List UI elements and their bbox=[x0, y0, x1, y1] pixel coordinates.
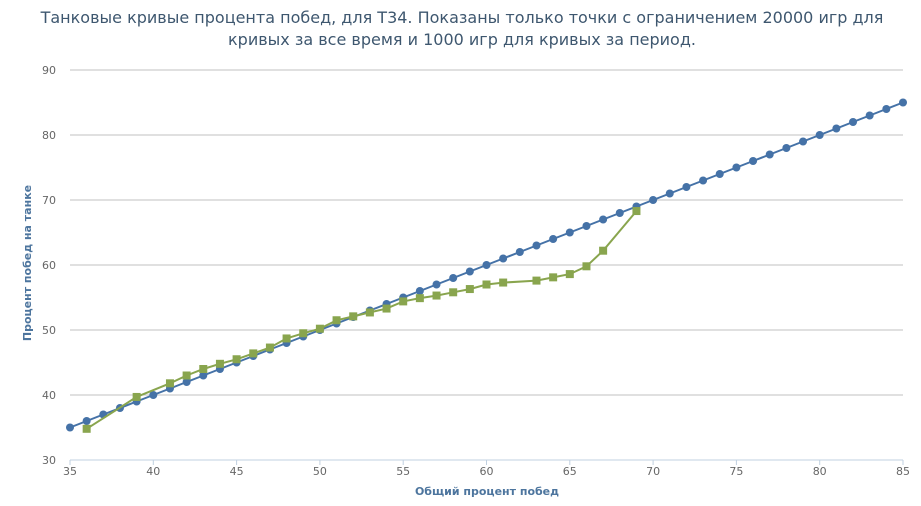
y-axis-title: Процент побед на танке bbox=[21, 185, 34, 341]
series-1-point-30 bbox=[565, 228, 574, 237]
series-1-point-26 bbox=[499, 254, 508, 263]
series-1-point-47 bbox=[849, 118, 858, 126]
series-2-point-15 bbox=[382, 304, 391, 313]
x-tick-label-70: 70 bbox=[646, 465, 660, 478]
series-2-point-27 bbox=[599, 246, 608, 255]
x-tick-label-55: 55 bbox=[396, 465, 410, 478]
series-2-point-22 bbox=[499, 278, 508, 287]
y-tick-label-60: 60 bbox=[42, 259, 56, 272]
series-2-point-18 bbox=[432, 291, 441, 300]
series-1-point-25 bbox=[482, 261, 491, 269]
series-1-point-46 bbox=[832, 124, 841, 133]
series-1-point-48 bbox=[865, 111, 874, 120]
y-tick-label-80: 80 bbox=[42, 129, 56, 142]
series-1-point-50 bbox=[899, 98, 907, 107]
series-2-point-5 bbox=[215, 359, 224, 368]
chart-title-line-1: Танковые кривые процента побед, для T34.… bbox=[40, 8, 884, 27]
series-1-point-42 bbox=[765, 150, 774, 159]
series-2-point-10 bbox=[299, 329, 308, 338]
x-tick-label-35: 35 bbox=[63, 465, 77, 478]
series-2-point-1 bbox=[132, 392, 141, 401]
series-1-point-22 bbox=[432, 280, 441, 289]
series-2-point-12 bbox=[332, 316, 341, 325]
series-layer bbox=[66, 98, 907, 433]
series-2-line bbox=[86, 210, 638, 430]
series-1-point-8 bbox=[199, 371, 208, 380]
series-2-point-6 bbox=[232, 355, 241, 364]
series-1-point-28 bbox=[532, 241, 541, 250]
series-2-point-23 bbox=[532, 276, 541, 285]
series-1-point-44 bbox=[799, 137, 808, 146]
x-tick-label-85: 85 bbox=[896, 465, 910, 478]
series-1-point-41 bbox=[749, 157, 758, 165]
y-tick-label-40: 40 bbox=[42, 389, 56, 402]
series-2-point-19 bbox=[449, 288, 458, 297]
series-2-point-14 bbox=[365, 308, 374, 317]
x-tick-label-45: 45 bbox=[230, 465, 244, 478]
y-tick-label-50: 50 bbox=[42, 324, 56, 337]
series-1-point-0 bbox=[66, 423, 74, 432]
y-tick-label-70: 70 bbox=[42, 194, 56, 207]
series-2-point-7 bbox=[249, 349, 258, 358]
series-2-point-16 bbox=[399, 297, 408, 306]
series-2-point-2 bbox=[165, 379, 174, 388]
series-2-point-4 bbox=[199, 365, 208, 373]
series-2-point-21 bbox=[482, 280, 491, 289]
y-axis: 30 40 50 60 70 80 90 bbox=[42, 64, 56, 467]
series-1-point-5 bbox=[149, 391, 158, 399]
series-1-point-21 bbox=[415, 287, 424, 295]
x-tick-label-50: 50 bbox=[313, 465, 327, 478]
series-1-point-27 bbox=[515, 248, 524, 256]
y-tick-label-90: 90 bbox=[42, 64, 56, 77]
series-1-point-29 bbox=[549, 235, 558, 243]
series-2-point-17 bbox=[415, 294, 424, 303]
series-1-point-40 bbox=[732, 163, 741, 172]
series-2-point-24 bbox=[549, 273, 558, 282]
x-tick-label-75: 75 bbox=[729, 465, 743, 478]
series-1-point-49 bbox=[882, 105, 891, 113]
series-1-point-35 bbox=[649, 196, 658, 204]
x-tick-label-65: 65 bbox=[563, 465, 577, 478]
x-tick-label-60: 60 bbox=[480, 465, 494, 478]
x-tick-label-40: 40 bbox=[146, 465, 160, 478]
series-2-point-11 bbox=[315, 324, 324, 333]
series-1-point-39 bbox=[715, 170, 724, 178]
series-2-point-9 bbox=[282, 334, 291, 343]
y-tick-label-30: 30 bbox=[42, 454, 56, 467]
series-2-point-25 bbox=[565, 270, 574, 279]
series-1-point-7 bbox=[182, 378, 191, 386]
series-2-point-28 bbox=[632, 207, 641, 216]
series-2-point-8 bbox=[265, 343, 274, 352]
series-2-point-26 bbox=[582, 262, 591, 271]
series-1-point-24 bbox=[465, 267, 474, 276]
series-1-point-31 bbox=[582, 222, 591, 230]
series-1-point-43 bbox=[782, 144, 791, 152]
x-axis-title: Общий процент побед bbox=[415, 485, 559, 498]
chart-title-line-2: кривых за все время и 1000 игр для кривы… bbox=[228, 30, 696, 49]
series-2-point-20 bbox=[465, 285, 474, 294]
x-tick-label-80: 80 bbox=[813, 465, 827, 478]
series-2-point-3 bbox=[182, 371, 191, 380]
series-1-point-36 bbox=[665, 189, 674, 198]
series-2-point-13 bbox=[349, 312, 358, 321]
x-axis: 35 40 45 50 55 60 65 70 75 80 85 bbox=[63, 459, 910, 478]
series-1-point-38 bbox=[699, 176, 708, 185]
series-1-point-37 bbox=[682, 183, 691, 191]
series-1-point-23 bbox=[449, 274, 458, 282]
grid-lines bbox=[70, 69, 903, 396]
series-1-point-32 bbox=[599, 215, 608, 224]
series-2-point-0 bbox=[82, 424, 91, 433]
series-1-point-1 bbox=[82, 417, 91, 425]
series-1-point-45 bbox=[815, 131, 824, 139]
series-1-point-33 bbox=[615, 209, 624, 217]
